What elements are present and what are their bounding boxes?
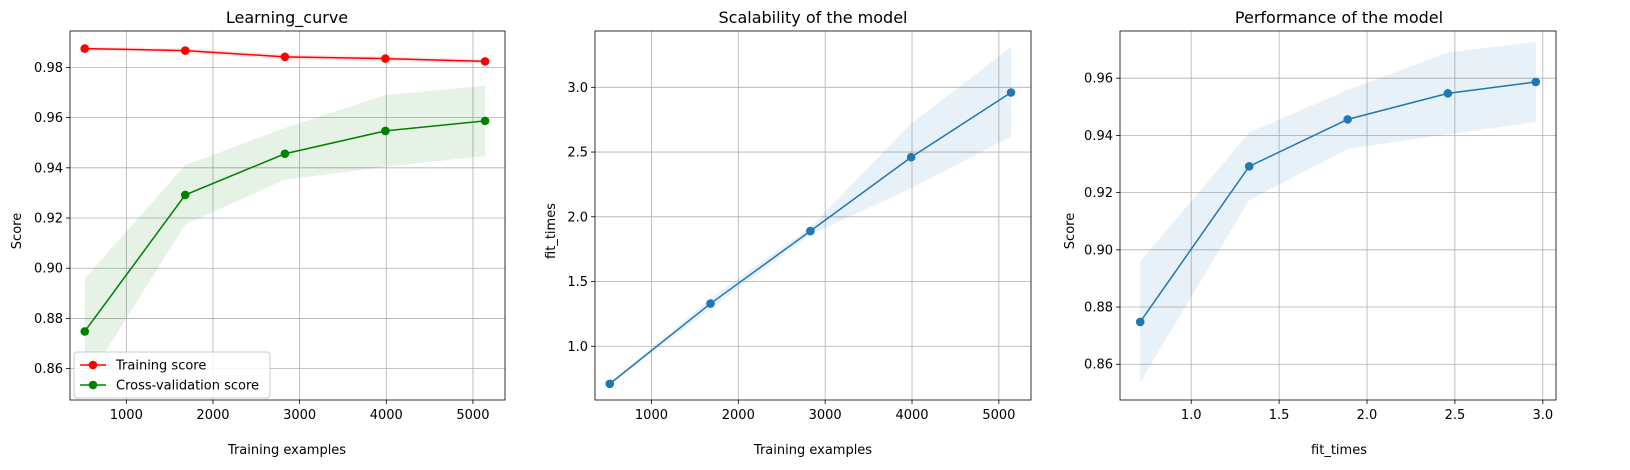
x-tick-label: 1000 — [635, 408, 668, 423]
x-axis-label: Training examples — [227, 443, 346, 458]
x-tick-label: 5000 — [456, 408, 489, 423]
panel-learning-curve: Learning_curve Training examples Score 1… — [10, 8, 506, 458]
y-tick-label: 0.88 — [1084, 301, 1113, 316]
y-tick-label: 0.90 — [1084, 243, 1113, 258]
data-point — [280, 149, 290, 159]
x-axis-label: fit_times — [1311, 443, 1367, 458]
y-axis-label: fit_times — [544, 203, 559, 259]
axes-frame — [69, 30, 506, 401]
y-tick-label: 0.98 — [34, 61, 63, 76]
data-point — [80, 44, 90, 53]
x-tick-label: 4000 — [895, 408, 928, 423]
x-tick-label: 4000 — [370, 408, 403, 423]
axes-frame — [594, 30, 1032, 401]
x-tick-label: 3.0 — [1532, 408, 1553, 423]
chart-title: Learning_curve — [226, 8, 348, 28]
data-point — [706, 299, 715, 308]
axes-frame — [1119, 30, 1557, 401]
y-axis-label: Score — [10, 213, 25, 249]
x-axis-label: Training examples — [753, 443, 872, 458]
y-tick-label: 0.90 — [34, 262, 63, 277]
data-point — [1006, 88, 1016, 97]
y-tick-label: 0.96 — [34, 111, 63, 126]
data-point — [906, 152, 916, 162]
x-tick-label: 5000 — [982, 408, 1015, 423]
y-tick-label: 1.0 — [567, 340, 588, 355]
x-tick-label: 2000 — [196, 408, 229, 423]
data-point — [1343, 115, 1352, 124]
plot-area: 1.0 1.5 2.0 2.5 3.0 0.86 0.88 0.90 0.92 0.94 0.96 — [1084, 30, 1557, 423]
x-tick-label: 3000 — [809, 408, 842, 423]
x-tick-label: 1.5 — [1269, 408, 1290, 423]
data-point — [280, 52, 290, 62]
y-tick-label: 0.92 — [1084, 186, 1113, 201]
y-axis-label: Score — [1063, 213, 1078, 249]
legend-label-training: Training score — [115, 359, 206, 374]
legend-label-cv: Cross-validation score — [116, 379, 259, 394]
data-point — [480, 57, 490, 66]
data-point — [1531, 77, 1541, 87]
legend-box — [73, 351, 271, 399]
legend: Training score Cross-validation score — [73, 351, 271, 399]
data-point — [180, 46, 190, 55]
panel-scalability: Scalability of the model Training exampl… — [544, 8, 1032, 458]
data-point — [80, 327, 90, 336]
confidence-band — [1140, 41, 1536, 383]
x-tick-label: 3000 — [283, 408, 316, 423]
y-tick-label: 2.0 — [567, 210, 588, 225]
x-tick-label: 2000 — [722, 408, 755, 423]
y-tick-label: 2.5 — [567, 146, 588, 161]
data-point — [1443, 89, 1453, 98]
x-tick-label: 2.5 — [1445, 408, 1466, 423]
y-tick-label: 0.88 — [34, 312, 63, 327]
y-tick-label: 0.96 — [1084, 72, 1113, 87]
legend-marker-training — [88, 360, 98, 370]
plot-area: 1000 2000 3000 4000 5000 1.0 1.5 2.0 2.5 3.0 — [567, 30, 1032, 423]
y-tick-label: 1.5 — [567, 275, 588, 290]
data-point — [180, 190, 190, 200]
chart-title: Performance of the model — [1235, 8, 1443, 27]
y-tick-label: 0.86 — [1084, 358, 1113, 373]
y-tick-label: 0.94 — [1084, 129, 1113, 144]
data-point — [381, 54, 390, 63]
x-tick-label: 1.0 — [1181, 408, 1202, 423]
data-point — [1135, 317, 1145, 327]
data-point — [381, 126, 390, 136]
x-tick-label: 2.0 — [1357, 408, 1378, 423]
y-tick-label: 0.92 — [34, 212, 63, 227]
data-point — [480, 116, 490, 126]
chart-title: Scalability of the model — [719, 8, 908, 27]
panel-performance: Performance of the model fit_times Score… — [1063, 8, 1557, 458]
plot-area: 1000 2000 3000 4000 5000 0.86 0.88 0.90 0.92 0.94… — [34, 30, 506, 423]
data-point — [806, 226, 815, 236]
y-tick-label: 0.94 — [34, 161, 63, 176]
y-tick-label: 0.86 — [34, 362, 63, 377]
data-point — [1244, 162, 1254, 171]
data-point — [605, 379, 615, 389]
legend-marker-cv — [88, 380, 98, 390]
confidence-band — [84, 85, 486, 385]
y-tick-label: 3.0 — [567, 81, 588, 96]
x-tick-label: 1000 — [110, 408, 143, 423]
